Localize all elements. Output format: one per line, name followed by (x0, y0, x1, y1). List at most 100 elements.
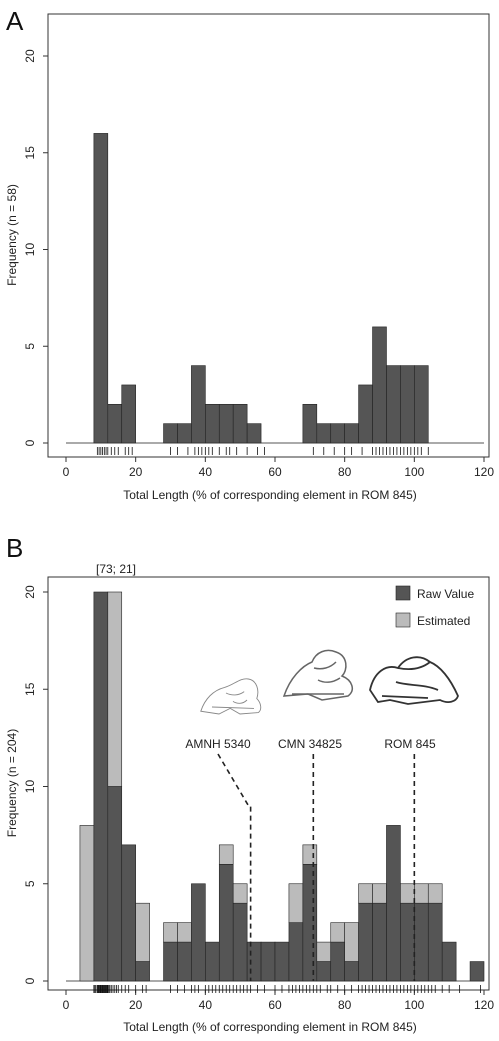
y-tick-label: 10 (23, 243, 37, 257)
bar (232, 403, 248, 444)
skull-illustration-rom-845 (369, 656, 459, 705)
bar-raw (316, 961, 332, 982)
bar-raw (93, 591, 109, 982)
bar-raw (163, 941, 178, 982)
bar-estimated (107, 591, 123, 787)
bar-raw (191, 883, 206, 982)
bar (372, 326, 387, 444)
bar-estimated (372, 883, 387, 904)
specimen-label-cmn-34825: CMN 34825 (278, 737, 342, 751)
legend: Raw Value Estimated (395, 585, 474, 628)
x-tick-label: 0 (63, 465, 70, 479)
bar-raw (260, 941, 276, 982)
panel-b-xlabel: Total Length (% of corresponding element… (123, 1020, 417, 1034)
bar-raw (232, 902, 248, 982)
specimen-label-amnh-5340: AMNH 5340 (185, 737, 251, 751)
bar-estimated (163, 922, 178, 943)
x-tick-label: 60 (268, 998, 282, 1012)
bar (121, 384, 136, 444)
bar-estimated (232, 883, 248, 904)
bar (316, 423, 332, 444)
bar (414, 365, 429, 444)
x-tick-label: 40 (199, 998, 213, 1012)
bar-raw (177, 941, 192, 982)
x-tick-label: 60 (268, 465, 282, 479)
bar-raw (469, 961, 485, 982)
bar (330, 423, 345, 444)
bar (400, 365, 415, 444)
overflow-label: [73; 21] (96, 562, 136, 576)
bar-raw (344, 961, 359, 982)
skull-illustration-amnh-5340 (200, 678, 262, 715)
panel-a-ylabel: Frequency (n = 58) (5, 184, 19, 286)
bar (246, 423, 262, 444)
bar-raw (386, 825, 401, 982)
x-tick-label: 120 (474, 998, 494, 1012)
y-tick-label: 20 (23, 585, 37, 599)
y-tick-label: 10 (23, 780, 37, 794)
bar (358, 384, 373, 444)
bar-raw (288, 922, 304, 982)
x-tick-label: 100 (404, 998, 424, 1012)
bar-estimated (344, 922, 359, 962)
bar (218, 403, 234, 444)
bar-raw (427, 902, 443, 982)
bar-raw (121, 844, 136, 982)
y-tick-label: 0 (23, 439, 37, 446)
bar-raw (414, 902, 429, 982)
bar-estimated (218, 844, 234, 865)
bar (386, 365, 401, 444)
bar (344, 423, 359, 444)
y-tick-label: 20 (23, 49, 37, 63)
bar-estimated (400, 883, 415, 904)
bar (191, 365, 206, 444)
panel-b-letter: B (6, 533, 23, 563)
panel-b-ylabel: Frequency (n = 204) (5, 729, 19, 837)
specimen-marker-line (217, 753, 252, 981)
x-tick-label: 80 (338, 998, 352, 1012)
panel-a-letter: A (6, 6, 24, 36)
y-tick-label: 15 (23, 682, 37, 696)
skull-illustration-cmn-34825 (282, 649, 353, 701)
bar-estimated (79, 825, 95, 982)
bar (93, 133, 109, 444)
bar-raw (135, 961, 150, 982)
x-tick-label: 0 (63, 998, 70, 1012)
x-tick-label: 120 (474, 465, 494, 479)
bar-raw (107, 786, 123, 982)
bar-raw (302, 863, 318, 982)
x-tick-label: 20 (129, 465, 143, 479)
legend-swatch-estimated (395, 612, 411, 628)
bar-raw (372, 902, 387, 982)
bar-estimated (177, 922, 192, 943)
bar (107, 403, 123, 444)
bar-estimated (316, 941, 332, 962)
panel-a-xlabel: Total Length (% of corresponding element… (123, 488, 417, 502)
bar-raw (441, 941, 457, 982)
bar-estimated (135, 902, 150, 962)
bar-raw (330, 941, 345, 982)
x-tick-label: 80 (338, 465, 352, 479)
bar-estimated (427, 883, 443, 904)
bar-raw (400, 902, 415, 982)
y-tick-label: 0 (23, 977, 37, 984)
bar (302, 403, 318, 444)
legend-label-raw: Raw Value (417, 587, 474, 601)
panel-a-plot: 0 5 10 15 20 0 20 40 60 80 100 120 (23, 49, 494, 479)
y-tick-label: 5 (23, 343, 37, 350)
panel-b-plot: 0 5 10 15 20 0 20 40 60 80 100 120 (23, 585, 494, 1012)
x-tick-label: 20 (129, 998, 143, 1012)
bar-raw (246, 941, 262, 982)
bar (163, 423, 178, 444)
specimen-label-rom-845: ROM 845 (384, 737, 436, 751)
bar-estimated (330, 922, 345, 943)
bar-estimated (358, 883, 373, 904)
y-tick-label: 5 (23, 880, 37, 887)
x-tick-label: 100 (404, 465, 424, 479)
bar (177, 423, 192, 444)
bar-estimated (414, 883, 429, 904)
bar (205, 403, 220, 444)
bar-estimated (288, 883, 304, 923)
bar-raw (218, 863, 234, 982)
